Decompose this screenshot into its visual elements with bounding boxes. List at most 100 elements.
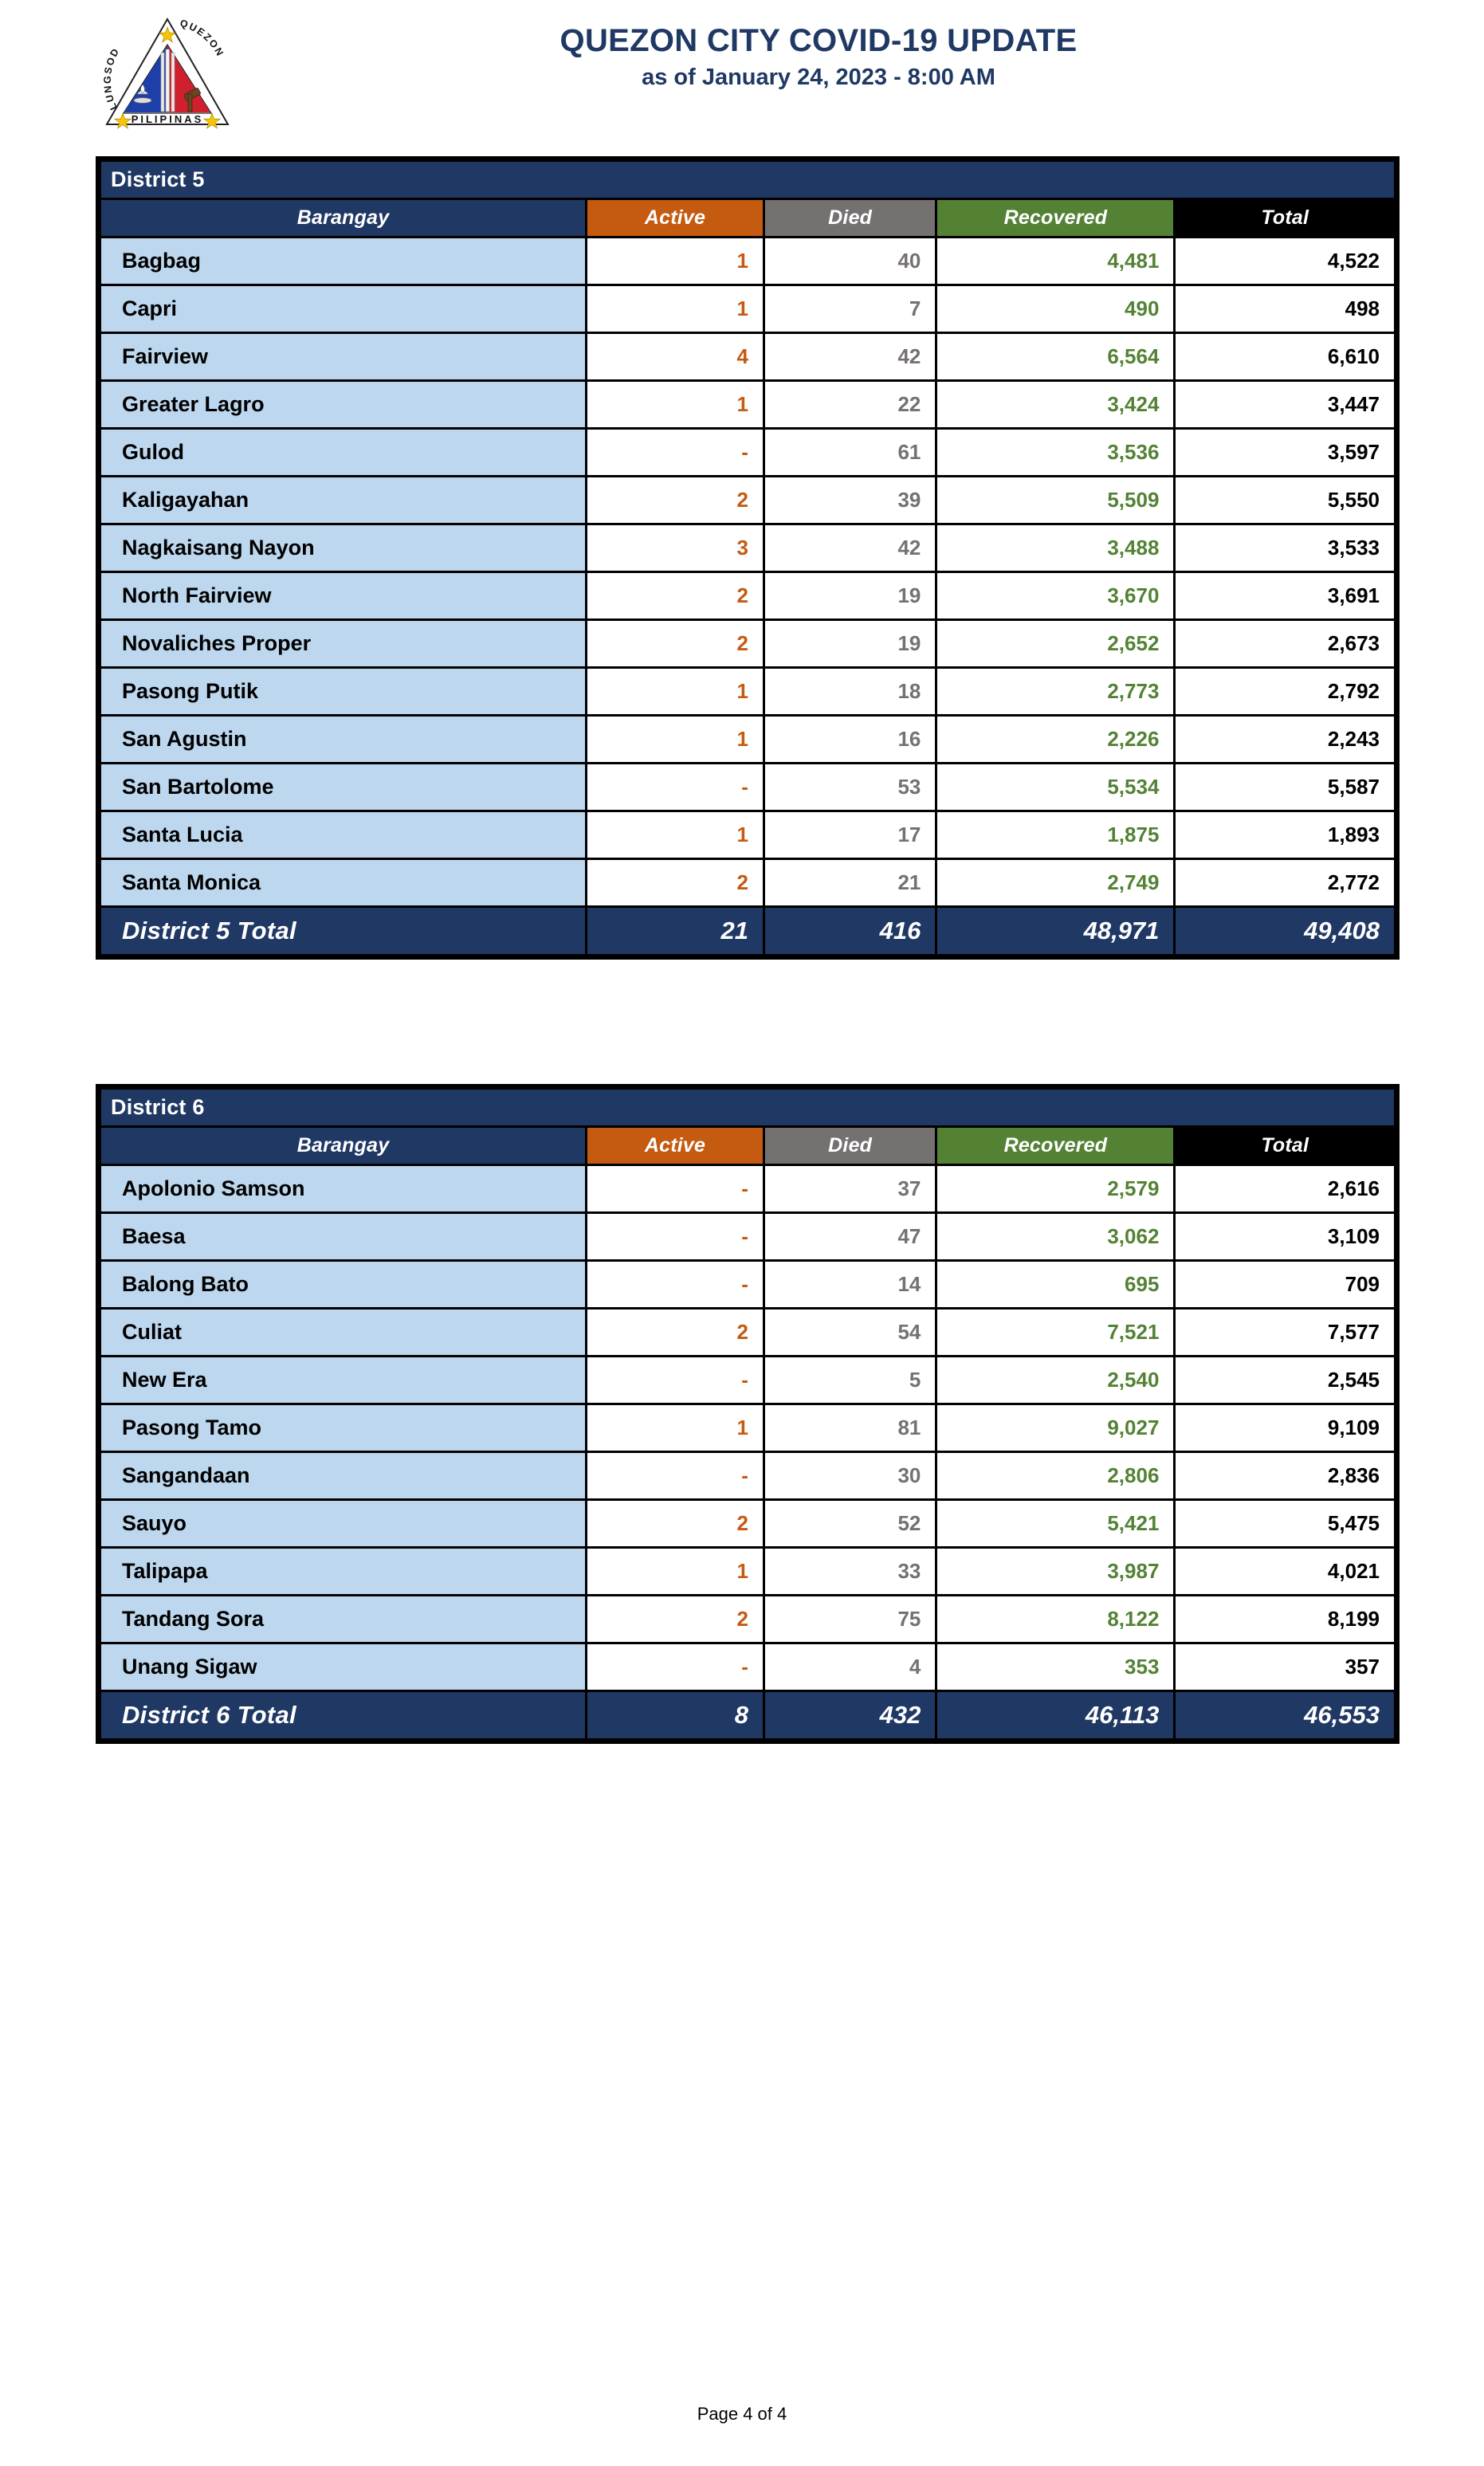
cell-recovered-count: 8,122 <box>937 1596 1174 1642</box>
table-row: Apolonio Samson -37 2,579 2,616 <box>101 1166 1394 1211</box>
cell-total-count: 4,522 <box>1176 238 1394 284</box>
cell-total-count: 709 <box>1176 1262 1394 1307</box>
cell-active-count: 1 <box>587 669 763 714</box>
cell-barangay-name: Unang Sigaw <box>101 1644 586 1690</box>
cell-active-count: 2 <box>587 621 763 666</box>
page-number-label: Page 4 of 4 <box>697 2404 787 2424</box>
cell-barangay-name: Santa Monica <box>101 860 586 905</box>
district-title: District 5 <box>101 162 1394 198</box>
cell-recovered-count: 3,062 <box>937 1214 1174 1259</box>
district-title-row: District 5 <box>101 162 1394 198</box>
column-header-total: Total <box>1176 1128 1394 1164</box>
district-total-row: District 6 Total 8 432 46,113 46,553 <box>101 1692 1394 1738</box>
column-header-total: Total <box>1176 200 1394 236</box>
cell-active-count: 4 <box>587 334 763 379</box>
cell-recovered-count: 1,875 <box>937 812 1174 858</box>
table-row: Talipapa 1 33 3,987 4,021 <box>101 1549 1394 1594</box>
district-title: District 6 <box>101 1090 1394 1125</box>
cell-recovered-count: 3,536 <box>937 430 1174 475</box>
cell-barangay-name: Greater Lagro <box>101 382 586 427</box>
cell-died-count: 39 <box>764 477 936 523</box>
cell-active-count: 1 <box>587 717 763 762</box>
district-total-recovered: 46,113 <box>937 1692 1174 1738</box>
district-total-total: 49,408 <box>1176 908 1394 954</box>
cell-died-count: 47 <box>764 1214 936 1259</box>
cell-died-count: 75 <box>764 1596 936 1642</box>
cell-barangay-name: Pasong Putik <box>101 669 586 714</box>
cell-active-count: 1 <box>587 238 763 284</box>
cell-died-count: 7 <box>764 286 936 332</box>
table-row: San Agustin 1 16 2,226 2,243 <box>101 717 1394 762</box>
cell-barangay-name: Gulod <box>101 430 586 475</box>
cell-barangay-name: Culiat <box>101 1310 586 1355</box>
cell-recovered-count: 3,424 <box>937 382 1174 427</box>
cell-died-count: 19 <box>764 621 936 666</box>
cell-recovered-count: 353 <box>937 1644 1174 1690</box>
cell-died-count: 30 <box>764 1453 936 1498</box>
cell-total-count: 8,199 <box>1176 1596 1394 1642</box>
cell-active-count: - <box>587 1453 763 1498</box>
table-row: Novaliches Proper 2 19 2,652 2,673 <box>101 621 1394 666</box>
cell-recovered-count: 5,421 <box>937 1501 1174 1546</box>
cell-died-count: 42 <box>764 525 936 571</box>
cell-barangay-name: Sauyo <box>101 1501 586 1546</box>
cell-total-count: 2,792 <box>1176 669 1394 714</box>
cell-barangay-name: Pasong Tamo <box>101 1405 586 1451</box>
cell-total-count: 5,475 <box>1176 1501 1394 1546</box>
table-row: Tandang Sora 2 75 8,122 8,199 <box>101 1596 1394 1642</box>
cell-barangay-name: Novaliches Proper <box>101 621 586 666</box>
cell-died-count: 14 <box>764 1262 936 1307</box>
cell-recovered-count: 490 <box>937 286 1174 332</box>
cell-total-count: 2,545 <box>1176 1357 1394 1403</box>
cell-active-count: - <box>587 430 763 475</box>
district-5-table-block: District 5 Barangay Active Died Recovered Tot… <box>96 156 1400 960</box>
cell-barangay-name: Baesa <box>101 1214 586 1259</box>
cell-barangay-name: New Era <box>101 1357 586 1403</box>
cell-total-count: 3,447 <box>1176 382 1394 427</box>
cell-recovered-count: 3,670 <box>937 573 1174 618</box>
page-subtitle-timestamp: as of January 24, 2023 - 8:00 AM <box>642 65 995 90</box>
cell-died-count: 54 <box>764 1310 936 1355</box>
column-header-barangay: Barangay <box>101 200 586 236</box>
cell-total-count: 2,836 <box>1176 1453 1394 1498</box>
cell-total-count: 3,109 <box>1176 1214 1394 1259</box>
table-row: Balong Bato -14 695 709 <box>101 1262 1394 1307</box>
cell-recovered-count: 9,027 <box>937 1405 1174 1451</box>
cell-died-count: 81 <box>764 1405 936 1451</box>
svg-text:PILIPINAS: PILIPINAS <box>132 113 204 125</box>
cell-recovered-count: 6,564 <box>937 334 1174 379</box>
cell-active-count: - <box>587 764 763 810</box>
cell-total-count: 2,616 <box>1176 1166 1394 1211</box>
cell-recovered-count: 2,806 <box>937 1453 1174 1498</box>
cell-barangay-name: Apolonio Samson <box>101 1166 586 1211</box>
district-6-table-block: District 6 Barangay Active Died Recovered Tot… <box>96 1084 1400 1744</box>
table-row: Nagkaisang Nayon 3 42 3,488 3,533 <box>101 525 1394 571</box>
table-row: Fairview 4 42 6,564 6,610 <box>101 334 1394 379</box>
page-footer: Page 4 of 4 <box>0 2404 1484 2425</box>
cell-barangay-name: Kaligayahan <box>101 477 586 523</box>
cell-died-count: 40 <box>764 238 936 284</box>
table-row: Sauyo 2 52 5,421 5,475 <box>101 1501 1394 1546</box>
cell-died-count: 5 <box>764 1357 936 1403</box>
table-row: Gulod -61 3,536 3,597 <box>101 430 1394 475</box>
cell-total-count: 2,772 <box>1176 860 1394 905</box>
cell-recovered-count: 7,521 <box>937 1310 1174 1355</box>
district-total-label: District 5 Total <box>101 908 586 954</box>
cell-recovered-count: 2,773 <box>937 669 1174 714</box>
cell-total-count: 3,533 <box>1176 525 1394 571</box>
column-header-barangay: Barangay <box>101 1128 586 1164</box>
cell-active-count: 3 <box>587 525 763 571</box>
cell-died-count: 22 <box>764 382 936 427</box>
cell-died-count: 37 <box>764 1166 936 1211</box>
column-header-recovered: Recovered <box>937 1128 1174 1164</box>
cell-barangay-name: Santa Lucia <box>101 812 586 858</box>
cell-active-count: 2 <box>587 573 763 618</box>
cell-total-count: 498 <box>1176 286 1394 332</box>
cell-recovered-count: 5,534 <box>937 764 1174 810</box>
title-block: QUEZON CITY COVID-19 UPDATE as of Januar… <box>233 24 1404 91</box>
cell-died-count: 33 <box>764 1549 936 1594</box>
column-header-row: Barangay Active Died Recovered Total <box>101 1128 1394 1164</box>
cell-recovered-count: 695 <box>937 1262 1174 1307</box>
cell-barangay-name: Talipapa <box>101 1549 586 1594</box>
column-header-row: Barangay Active Died Recovered Total <box>101 200 1394 236</box>
